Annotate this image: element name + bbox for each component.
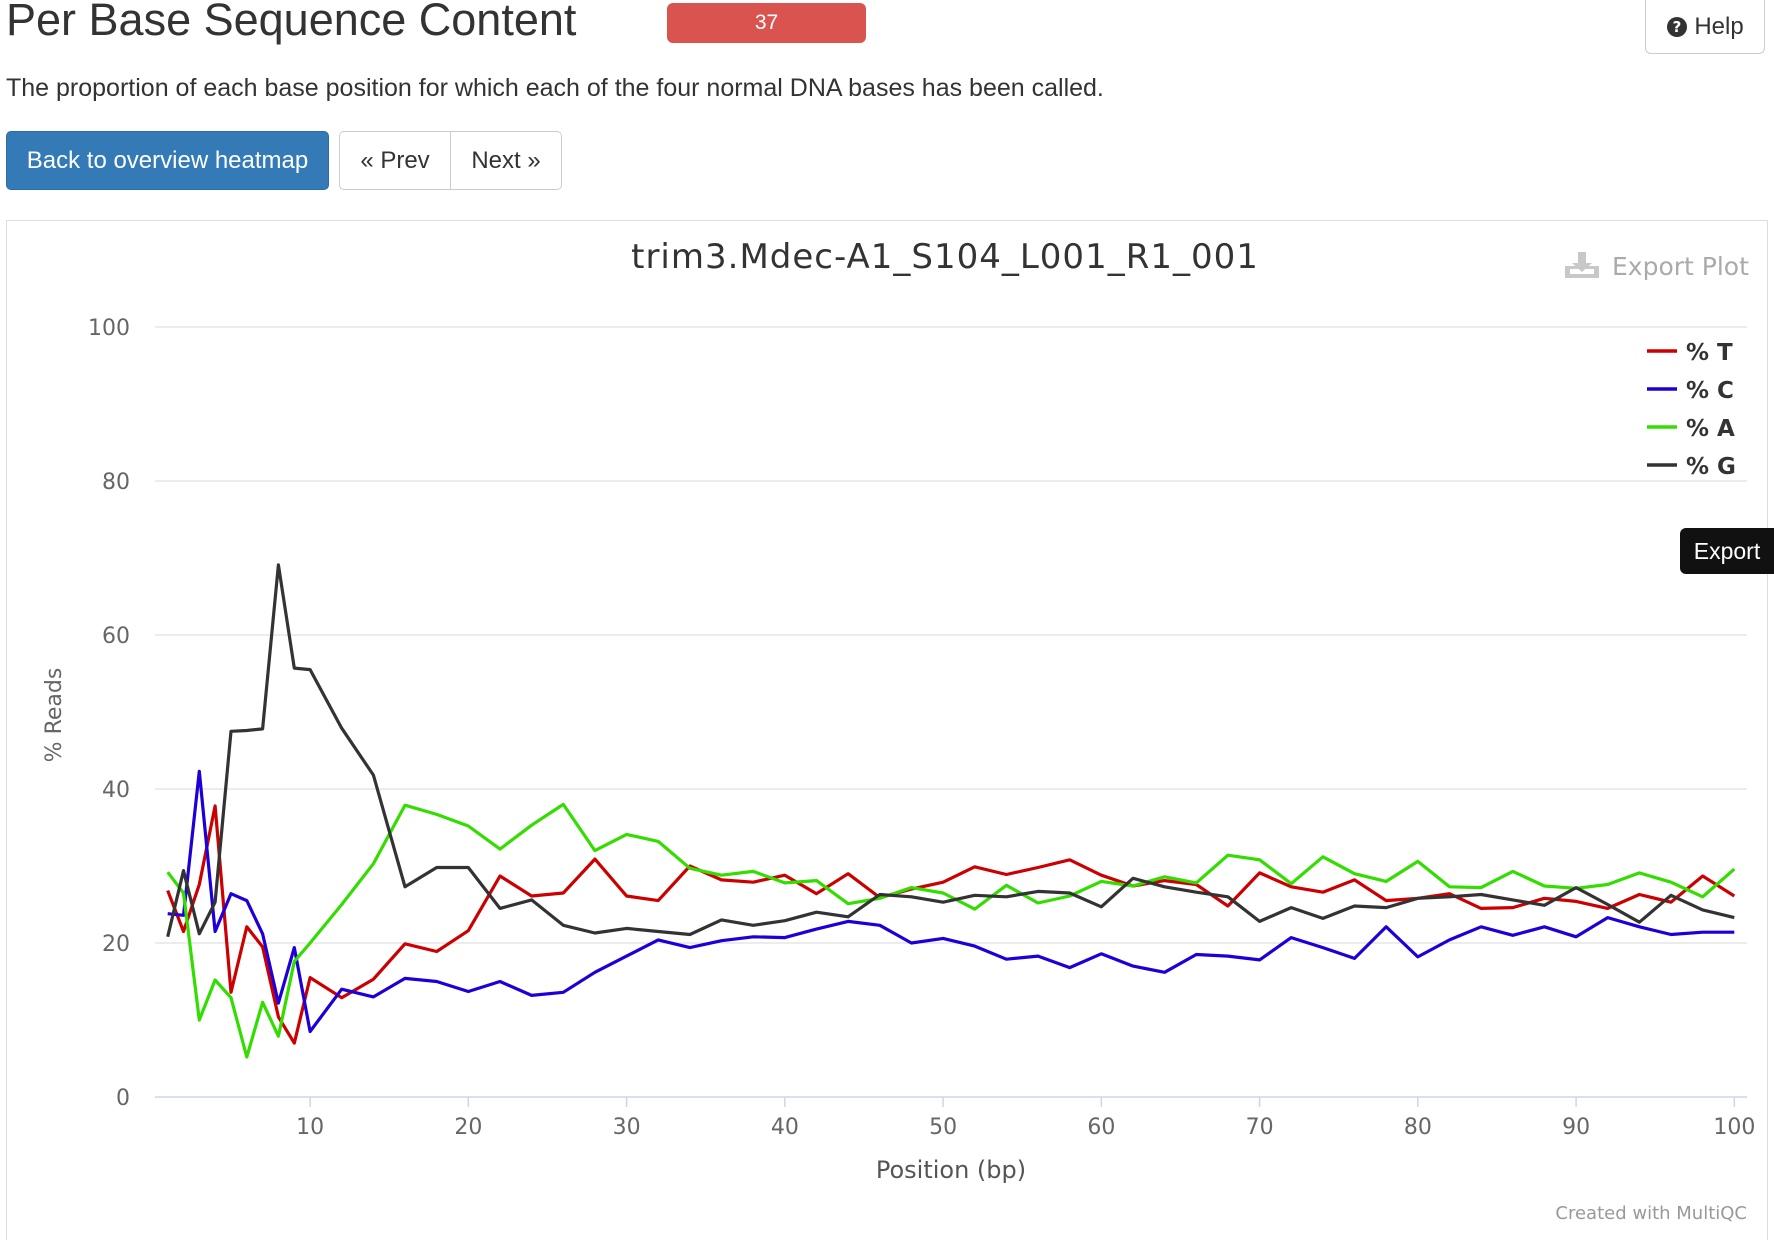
svg-text:?: ? — [1673, 18, 1682, 36]
x-tick-label: 90 — [1562, 1115, 1590, 1140]
plot-panel: 0 20 40 60 80 100 10 20 30 40 50 60 70 80 90 100 trim3.… — [6, 220, 1768, 1240]
x-tick-label: 10 — [296, 1115, 324, 1140]
export-plot-button[interactable]: Export Plot — [1565, 252, 1749, 281]
multiqc-credit[interactable]: Created with MultiQC — [1555, 1203, 1747, 1224]
export-plot-label: Export Plot — [1612, 252, 1749, 281]
y-tick-label: 80 — [102, 470, 130, 495]
prev-button[interactable]: « Prev — [339, 131, 451, 190]
series-line-t[interactable] — [166, 804, 1736, 1045]
series-lines — [166, 563, 1736, 1059]
y-tick-label: 100 — [88, 316, 130, 341]
help-button[interactable]: ? Help — [1645, 0, 1765, 54]
x-tick-label: 80 — [1404, 1115, 1432, 1140]
next-button[interactable]: Next » — [451, 131, 562, 190]
download-icon — [1565, 252, 1599, 278]
count-badge: 37 — [667, 3, 866, 43]
pager: « Prev Next » — [339, 131, 562, 190]
x-tick-label: 60 — [1087, 1115, 1115, 1140]
y-tick-label: 40 — [102, 778, 130, 803]
x-axis-label: Position (bp) — [876, 1156, 1026, 1184]
chart-title: trim3.Mdec-A1_S104_L001_R1_001 — [631, 237, 1259, 277]
x-tick-label: 30 — [613, 1115, 641, 1140]
y-axis-label: % Reads — [42, 668, 67, 763]
y-tick-label: 0 — [116, 1086, 130, 1111]
help-label: Help — [1694, 12, 1744, 40]
series-line-c[interactable] — [167, 769, 1735, 1034]
series-line-a[interactable] — [166, 802, 1736, 1059]
back-to-overview-button[interactable]: Back to overview heatmap — [6, 131, 329, 190]
legend-item[interactable]: % T — [1647, 340, 1733, 366]
export-tab[interactable]: Export — [1680, 528, 1774, 574]
series-line-g[interactable] — [166, 563, 1735, 938]
grid-lines — [155, 326, 1747, 1098]
y-tick-label: 60 — [102, 624, 130, 649]
x-tick-label: 50 — [929, 1115, 957, 1140]
x-tick-label: 20 — [454, 1115, 482, 1140]
legend-item[interactable]: % A — [1647, 416, 1735, 442]
sequence-content-chart[interactable]: 0 20 40 60 80 100 10 20 30 40 50 60 70 80 90 100 trim3.… — [7, 221, 1767, 1241]
x-tick-label: 40 — [771, 1115, 799, 1140]
x-tick-label: 70 — [1246, 1115, 1274, 1140]
legend-label: % C — [1686, 378, 1734, 404]
legend-label: % T — [1686, 340, 1733, 366]
legend[interactable]: % T % C % A % G — [1647, 340, 1736, 480]
y-tick-label: 20 — [102, 932, 130, 957]
x-tick-label: 100 — [1713, 1115, 1755, 1140]
legend-label: % G — [1686, 454, 1736, 480]
page-title: Per Base Sequence Content — [6, 0, 577, 45]
section-description: The proportion of each base position for… — [6, 74, 1104, 102]
legend-item[interactable]: % G — [1647, 454, 1736, 480]
legend-label: % A — [1686, 416, 1735, 442]
legend-item[interactable]: % C — [1647, 378, 1734, 404]
axes: 0 20 40 60 80 100 10 20 30 40 50 60 70 80 90 100 — [88, 316, 1755, 1140]
question-circle-icon: ? — [1667, 16, 1688, 37]
